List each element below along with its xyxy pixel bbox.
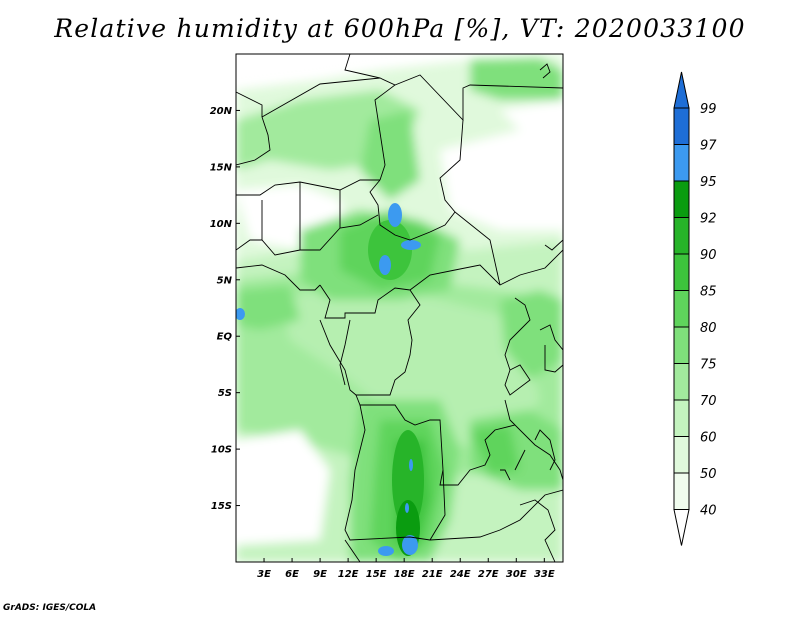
colorbar-label: 50 (700, 467, 717, 482)
lat-label: 15S (211, 501, 232, 512)
lat-label: 15N (210, 162, 233, 173)
colorbar-top-triangle (673, 71, 690, 109)
colorbar-segment (673, 290, 690, 328)
colorbar-segment (673, 472, 690, 510)
colorbar-segment (673, 180, 690, 218)
country-borders (236, 54, 563, 562)
lat-label: 5N (217, 275, 233, 286)
colorbar-segment (673, 217, 690, 255)
lat-label: 20N (210, 106, 233, 117)
lat-label: 10S (211, 445, 232, 456)
colorbar-label: 95 (700, 175, 717, 190)
lon-label: 21E (422, 569, 443, 580)
colorbar-label: 85 (700, 285, 717, 300)
lon-label: 27E (478, 569, 499, 580)
map-plot-area (235, 53, 564, 563)
colorbar-label: 97 (700, 139, 717, 154)
grads-credit: GrADS: IGES/COLA (3, 603, 97, 613)
colorbar-label: 92 (700, 212, 717, 227)
lon-label: 9E (313, 569, 327, 580)
lon-label: 18E (394, 569, 415, 580)
colorbar-segment (673, 107, 690, 145)
lon-label: 15E (366, 569, 387, 580)
lon-label: 6E (285, 569, 299, 580)
map-title: Relative humidity at 600hPa [%], VT: 202… (54, 14, 746, 43)
lon-label: 3E (257, 569, 271, 580)
colorbar-segment (673, 363, 690, 401)
lon-label: 33E (534, 569, 555, 580)
latitude-axis: 20N 15N 10N 5N EQ 5S 10S 15S (210, 106, 240, 512)
humidity-field (236, 54, 563, 562)
lat-label: 10N (210, 219, 233, 230)
colorbar-label: 99 (700, 102, 717, 117)
colorbar-label: 60 (700, 431, 717, 446)
colorbar: 99 97 95 92 90 85 80 75 70 60 50 40 (673, 71, 717, 546)
lon-label: 24E (450, 569, 471, 580)
colorbar-segment (673, 436, 690, 474)
colorbar-label: 75 (700, 358, 717, 373)
lat-label: 5S (218, 388, 232, 399)
colorbar-bottom-triangle (673, 509, 690, 546)
colorbar-segment (673, 253, 690, 291)
colorbar-label: 90 (700, 248, 717, 263)
colorbar-label: 80 (700, 321, 717, 336)
lat-label: EQ (217, 332, 233, 343)
longitude-axis: 3E 6E 9E 12E 15E 18E 21E 24E 27E 30E 33E (257, 558, 555, 580)
lon-label: 30E (506, 569, 527, 580)
colorbar-segment (673, 144, 690, 182)
colorbar-segment (673, 399, 690, 437)
colorbar-label: 70 (700, 394, 717, 409)
colorbar-segment (673, 326, 690, 364)
lon-label: 12E (338, 569, 359, 580)
colorbar-label: 40 (700, 504, 717, 519)
